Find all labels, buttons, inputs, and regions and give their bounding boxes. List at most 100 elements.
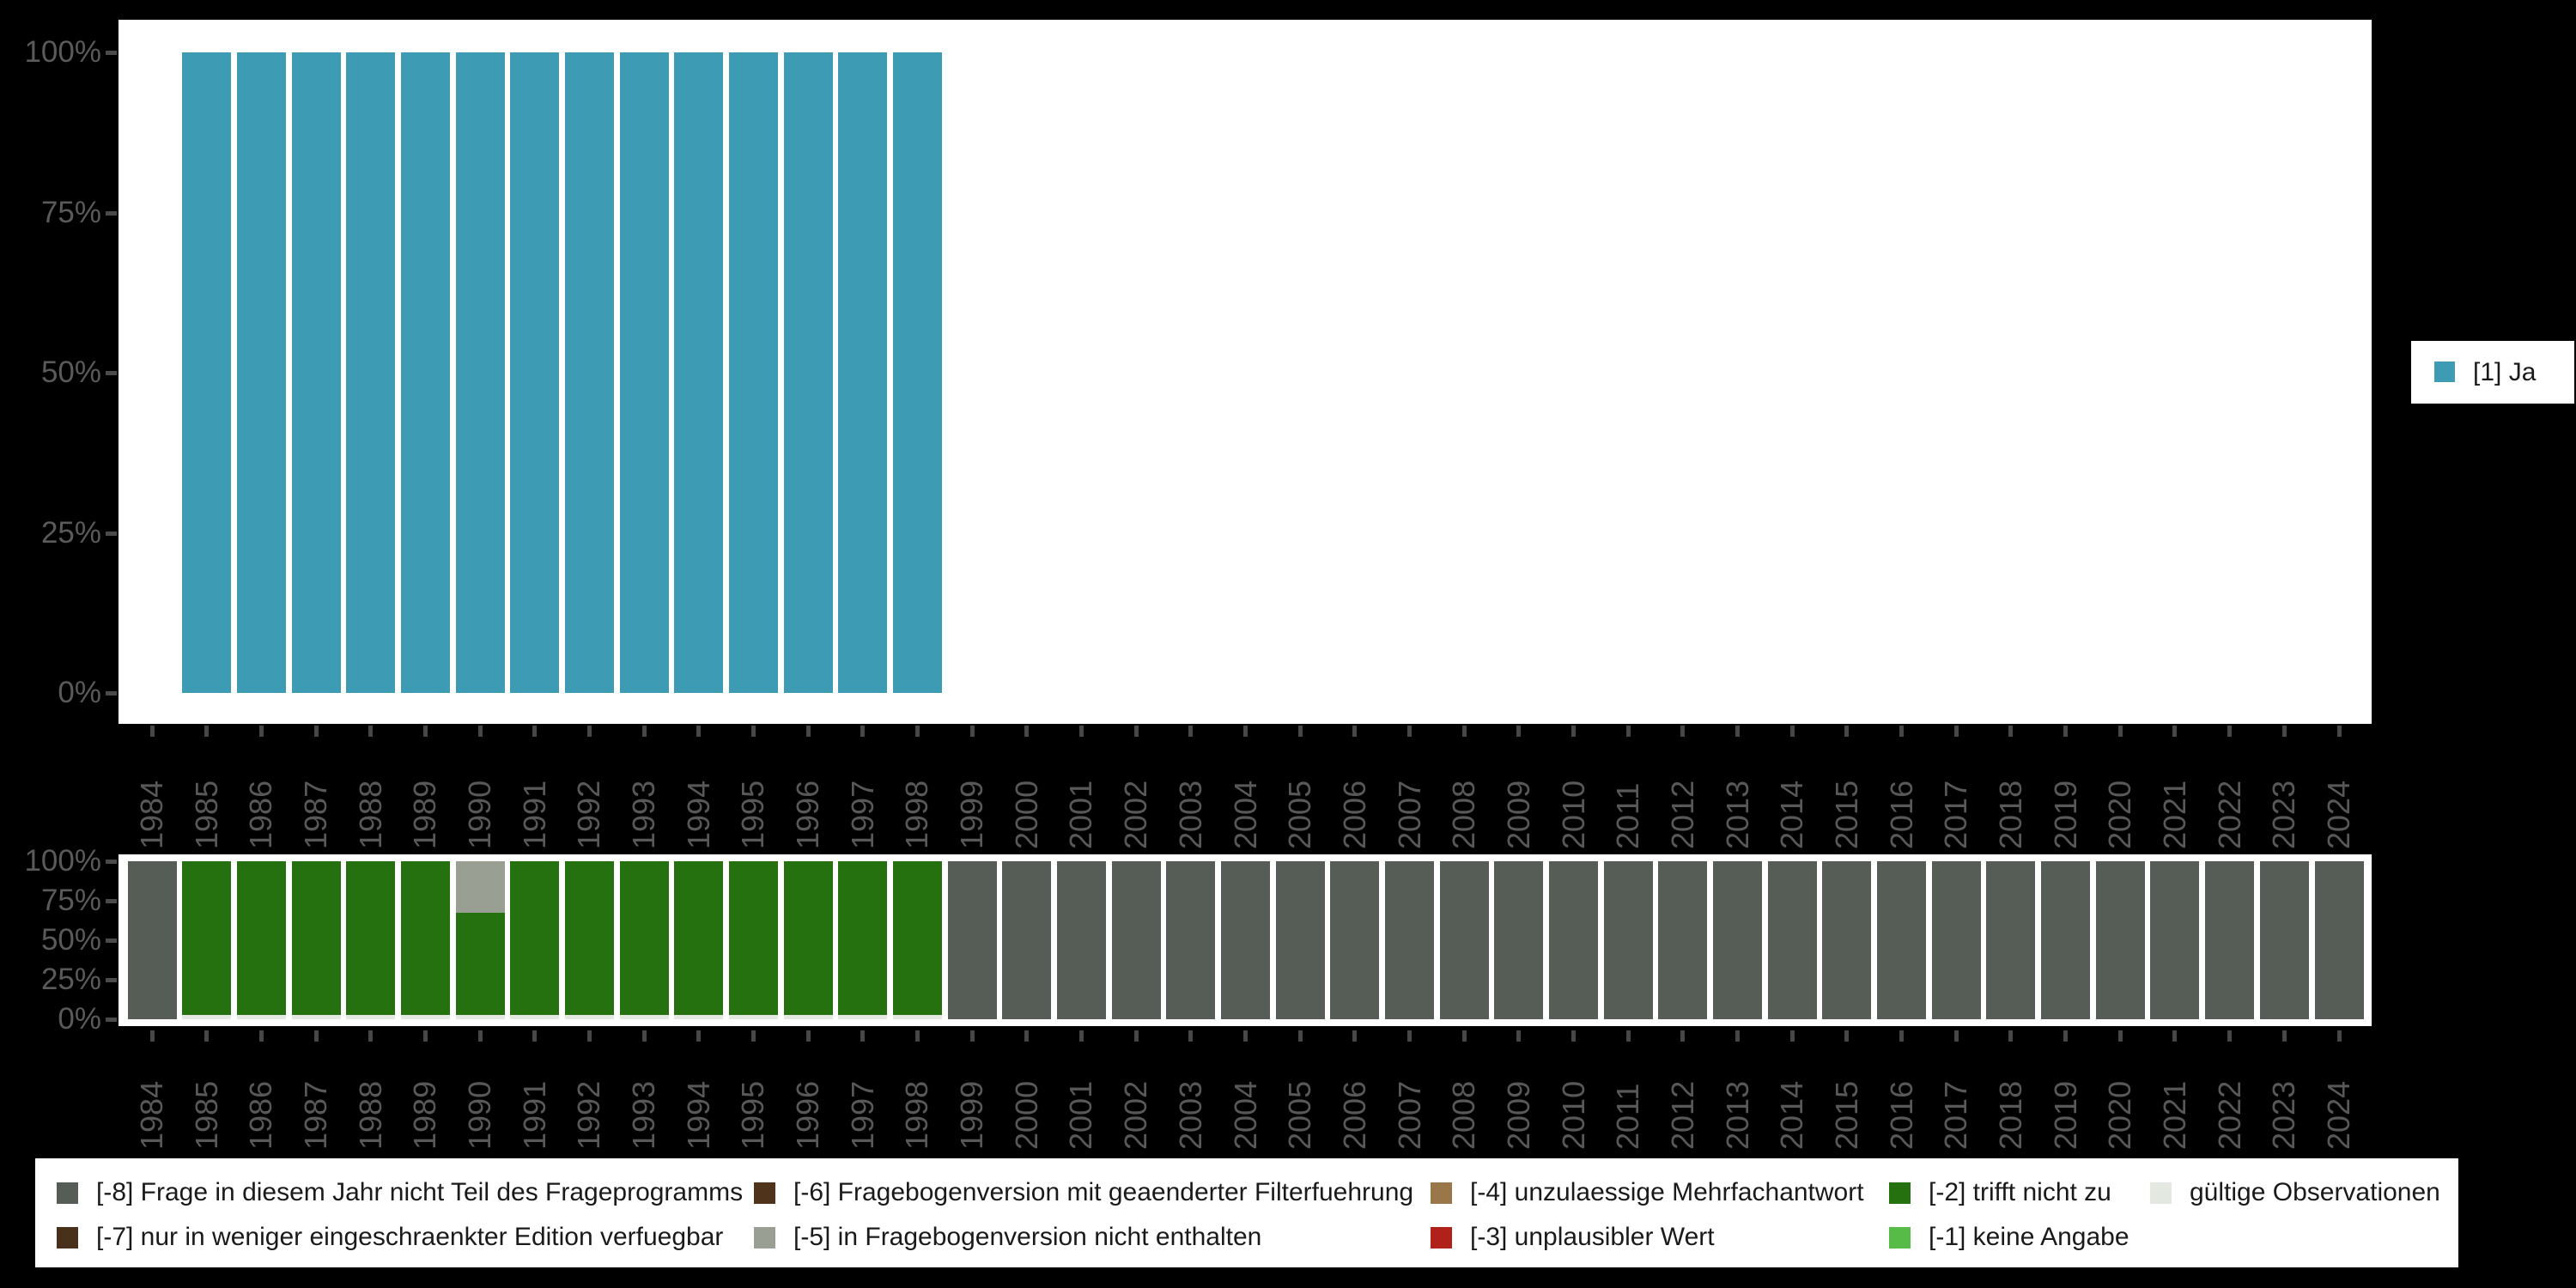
x-tick-label: 1997: [844, 780, 880, 849]
x-tick-mark: [2336, 726, 2342, 737]
y-tick-label: 75%: [40, 195, 101, 229]
bar-1988: [346, 52, 396, 693]
x-tick-mark: [2281, 1030, 2287, 1042]
bar-1990: [455, 52, 505, 693]
x-tick-label: 2012: [1664, 780, 1700, 849]
x-tick-label: 1999: [954, 780, 990, 849]
x-tick-mark: [1680, 1030, 1686, 1042]
y-tick-mark: [106, 51, 117, 55]
legend-swatch: [57, 1227, 78, 1249]
stack-seg-2012: [1658, 861, 1708, 1019]
x-tick-label: 1993: [626, 1080, 662, 1150]
stack-seg-1990: [455, 912, 505, 1016]
x-tick-mark: [149, 726, 155, 737]
x-tick-label: 1997: [844, 1080, 880, 1150]
x-tick-mark: [2117, 726, 2123, 737]
x-tick-label: 2003: [1172, 1080, 1208, 1150]
x-tick-label: 2016: [1883, 1080, 1919, 1150]
bar-1987: [291, 52, 341, 693]
x-tick-mark: [2227, 1030, 2233, 1042]
x-tick-label: 2020: [2102, 1080, 2138, 1150]
bar-1998: [892, 52, 942, 693]
x-tick-label: 2008: [1446, 780, 1482, 849]
stack-seg-2022: [2205, 861, 2255, 1019]
stack-seg-1994: [674, 861, 724, 1016]
x-tick-mark: [204, 726, 210, 737]
x-tick-mark: [1133, 726, 1139, 737]
y-tick-label: 100%: [24, 35, 101, 69]
x-tick-label: 1992: [571, 1080, 607, 1150]
stack-seg-2002: [1111, 861, 1161, 1019]
x-tick-label: 2019: [2047, 1080, 2083, 1150]
legend-label: [-4] unzulaessige Mehrfachantwort: [1470, 1178, 1864, 1206]
stack-seg-2018: [1986, 861, 2036, 1019]
x-tick-label: 1995: [735, 780, 771, 849]
x-tick-label: 2011: [1610, 782, 1646, 849]
x-tick-mark: [2063, 726, 2069, 737]
x-tick-mark: [1953, 726, 1959, 737]
legend-label: gültige Observationen: [2190, 1178, 2440, 1206]
x-tick-label: 1989: [407, 1080, 443, 1150]
stack-seg-1996: [783, 1015, 833, 1019]
stack-seg-1989: [400, 1015, 450, 1019]
x-tick-label: 1985: [188, 1080, 224, 1150]
x-tick-mark: [1844, 726, 1850, 737]
x-tick-label: 2015: [1828, 780, 1864, 849]
x-tick-label: 2002: [1118, 780, 1154, 849]
x-tick-label: 1990: [462, 1080, 498, 1150]
x-tick-label: 2003: [1172, 780, 1208, 849]
x-tick-mark: [2172, 726, 2178, 737]
stack-seg-1996: [783, 861, 833, 1016]
stack-seg-2008: [1439, 861, 1489, 1019]
bar-1994: [674, 52, 724, 693]
x-tick-mark: [477, 726, 483, 737]
stack-seg-2024: [2314, 861, 2364, 1019]
stack-seg-2017: [1931, 861, 1981, 1019]
x-tick-mark: [1625, 726, 1631, 737]
y-tick-label: 50%: [40, 355, 101, 389]
y-tick-label: 0%: [58, 1002, 101, 1036]
x-tick-label: 1995: [735, 1080, 771, 1150]
x-tick-label: 1994: [680, 1080, 716, 1150]
x-tick-mark: [914, 1030, 920, 1042]
x-tick-label: 2004: [1227, 780, 1263, 849]
x-tick-label: 1985: [188, 780, 224, 849]
legend-swatch: [754, 1182, 775, 1204]
x-tick-mark: [1789, 726, 1795, 737]
x-tick-mark: [1680, 726, 1686, 737]
x-tick-label: 2007: [1391, 1080, 1427, 1150]
x-tick-label: 2004: [1227, 1080, 1263, 1150]
x-tick-label: 2010: [1555, 1080, 1591, 1150]
x-tick-mark: [422, 726, 428, 737]
stack-seg-2015: [1822, 861, 1872, 1019]
x-tick-mark: [313, 726, 319, 737]
legend-swatch: [1431, 1182, 1452, 1204]
x-tick-mark: [1461, 1030, 1467, 1042]
x-tick-label: 2008: [1446, 1080, 1482, 1150]
x-tick-mark: [2008, 1030, 2014, 1042]
x-tick-mark: [1516, 1030, 1522, 1042]
stack-seg-1984: [127, 861, 177, 1019]
x-tick-label: 2000: [1008, 780, 1044, 849]
x-tick-label: 2017: [1938, 780, 1974, 849]
legend-swatch: [1889, 1227, 1911, 1249]
x-tick-label: 1990: [462, 780, 498, 849]
x-tick-label: 1993: [626, 780, 662, 849]
x-tick-label: 2006: [1336, 1080, 1372, 1150]
x-tick-mark: [2063, 1030, 2069, 1042]
x-tick-mark: [532, 726, 538, 737]
bar-1996: [783, 52, 833, 693]
x-tick-label: 2020: [2102, 780, 2138, 849]
x-tick-mark: [258, 726, 264, 737]
x-tick-mark: [805, 726, 811, 737]
x-tick-mark: [1735, 726, 1741, 737]
stack-seg-1992: [564, 1015, 614, 1019]
x-tick-label: 1987: [298, 780, 334, 849]
stack-seg-1998: [892, 861, 942, 1016]
x-tick-mark: [149, 1030, 155, 1042]
stack-seg-1991: [510, 1015, 560, 1019]
x-tick-mark: [1243, 1030, 1248, 1042]
stack-seg-2004: [1221, 861, 1270, 1019]
stack-seg-2013: [1713, 861, 1763, 1019]
